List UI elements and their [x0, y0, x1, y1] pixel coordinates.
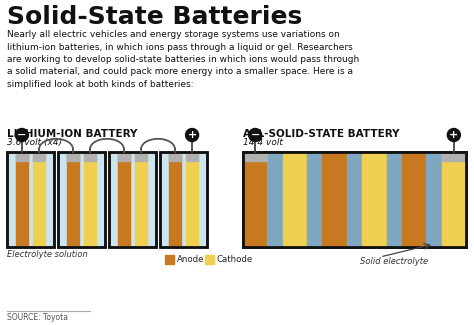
- Bar: [362, 153, 386, 246]
- Bar: [118, 154, 130, 245]
- Bar: [386, 153, 402, 246]
- Text: Solid electrolyte: Solid electrolyte: [360, 257, 428, 266]
- Text: 14.4 volt: 14.4 volt: [243, 138, 283, 147]
- Bar: [347, 153, 362, 246]
- Bar: [67, 154, 79, 161]
- Bar: [243, 153, 267, 246]
- Bar: [16, 154, 28, 161]
- Text: ALL-SOLID-STATE BATTERY: ALL-SOLID-STATE BATTERY: [243, 129, 400, 139]
- Text: +: +: [449, 130, 458, 140]
- Circle shape: [249, 128, 262, 141]
- Bar: [33, 154, 46, 161]
- Text: SOURCE: Toyota: SOURCE: Toyota: [7, 313, 68, 322]
- Circle shape: [186, 128, 199, 141]
- Bar: [283, 153, 307, 246]
- Text: Anode: Anode: [177, 255, 204, 265]
- Bar: [267, 153, 283, 246]
- Bar: [84, 154, 96, 245]
- Bar: [165, 254, 174, 264]
- Bar: [426, 153, 442, 246]
- Bar: [33, 154, 46, 245]
- Text: +: +: [187, 130, 197, 140]
- Bar: [243, 152, 466, 247]
- Bar: [160, 152, 207, 247]
- Bar: [109, 152, 156, 247]
- Circle shape: [16, 128, 28, 141]
- Bar: [58, 152, 105, 247]
- Bar: [160, 152, 207, 247]
- Text: Nearly all electric vehicles and energy storage systems use variations on
lithiu: Nearly all electric vehicles and energy …: [7, 30, 359, 89]
- Bar: [118, 154, 130, 161]
- Bar: [243, 153, 267, 161]
- Text: −: −: [250, 130, 260, 140]
- Bar: [442, 153, 466, 161]
- Bar: [205, 254, 214, 264]
- Bar: [243, 152, 466, 247]
- Text: LITHIUM-ION BATTERY: LITHIUM-ION BATTERY: [7, 129, 137, 139]
- Bar: [7, 152, 54, 247]
- Bar: [186, 154, 198, 161]
- Bar: [322, 153, 347, 246]
- Bar: [169, 154, 181, 245]
- Bar: [402, 153, 426, 246]
- Bar: [186, 154, 198, 245]
- Bar: [84, 154, 96, 161]
- Bar: [135, 154, 147, 245]
- Bar: [58, 152, 105, 247]
- Text: −: −: [17, 130, 27, 140]
- Text: 3.6 volt (x4): 3.6 volt (x4): [7, 138, 62, 147]
- Bar: [169, 154, 181, 161]
- Bar: [7, 152, 54, 247]
- Bar: [442, 153, 466, 246]
- Bar: [135, 154, 147, 161]
- Bar: [109, 152, 156, 247]
- Text: Cathode: Cathode: [217, 255, 253, 265]
- Bar: [307, 153, 322, 246]
- Bar: [16, 154, 28, 245]
- Text: Solid-State Batteries: Solid-State Batteries: [7, 5, 302, 29]
- Circle shape: [447, 128, 460, 141]
- Text: Electrolyte solution: Electrolyte solution: [7, 250, 88, 259]
- Bar: [67, 154, 79, 245]
